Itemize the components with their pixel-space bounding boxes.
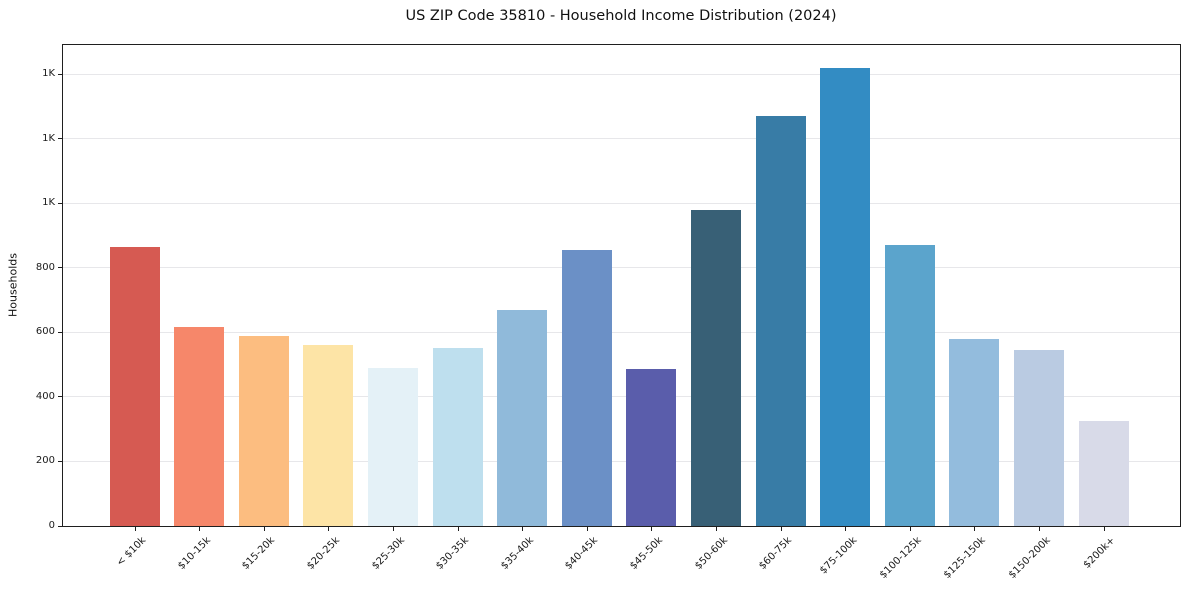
- bar-0: [109, 246, 160, 526]
- x-tick-label-text-5: $30-35k: [434, 535, 472, 572]
- x-tick-mark-10: [780, 527, 782, 531]
- y-tick-mark-1000: [58, 202, 62, 204]
- x-tick-mark-6: [522, 527, 524, 531]
- x-tick-mark-4: [392, 527, 394, 531]
- x-tick-mark-3: [328, 527, 330, 531]
- bar-5: [432, 348, 483, 526]
- x-tick-label-text-2: $15-20k: [240, 535, 278, 572]
- y-tick-mark-400: [58, 396, 62, 398]
- x-tick-mark-8: [651, 527, 653, 531]
- bar-7: [561, 250, 612, 526]
- x-tick-label-text-8: $45-50k: [628, 535, 666, 572]
- x-tick-label-text-11: $75-100k: [817, 535, 859, 577]
- y-tick-label-200: 200: [35, 455, 55, 467]
- y-tick-label-1000: 1K: [42, 197, 55, 209]
- x-tick-label-text-10: $60-75k: [757, 535, 795, 572]
- bar-3: [303, 345, 354, 526]
- x-tick-label-text-1: $10-15k: [175, 535, 213, 572]
- x-tick-mark-7: [586, 527, 588, 531]
- gridline-800-800: [63, 267, 1180, 269]
- x-tick-mark-2: [263, 527, 265, 531]
- gridline-1K-1000: [63, 202, 1180, 204]
- x-tick-label-text-0: < $10k: [114, 535, 149, 569]
- x-tick-label-text-15: $200k+: [1081, 535, 1118, 571]
- y-tick-mark-800: [58, 267, 62, 269]
- y-tick-mark-0: [58, 525, 62, 527]
- bar-4: [367, 367, 418, 526]
- y-tick-label-800: 800: [35, 261, 55, 273]
- x-tick-mark-14: [1038, 527, 1040, 531]
- gridline-200-200: [63, 460, 1180, 462]
- x-tick-label-text-12: $100-125k: [877, 535, 924, 581]
- x-tick-mark-5: [457, 527, 459, 531]
- chart-title: US ZIP Code 35810 - Household Income Dis…: [405, 8, 837, 24]
- gridline-1K-1200: [63, 138, 1180, 140]
- gridline-600-600: [63, 331, 1180, 333]
- y-tick-mark-200: [58, 460, 62, 462]
- gridline-1K-1400: [63, 73, 1180, 75]
- bar-9: [690, 209, 741, 526]
- bar-13: [949, 338, 1000, 526]
- bar-15: [1078, 421, 1129, 526]
- y-tick-label-600: 600: [35, 326, 55, 338]
- x-tick-mark-9: [715, 527, 717, 531]
- y-tick-label-400: 400: [35, 390, 55, 402]
- bar-14: [1013, 350, 1064, 526]
- bar-11: [820, 67, 871, 526]
- x-tick-label-text-4: $25-30k: [369, 535, 407, 572]
- x-tick-label-text-13: $125-150k: [942, 535, 989, 581]
- x-tick-label-text-9: $50-60k: [692, 535, 730, 572]
- x-tick-mark-1: [199, 527, 201, 531]
- bar-8: [626, 369, 677, 526]
- x-tick-label-text-6: $35-40k: [498, 535, 536, 572]
- x-tick-label-text-7: $40-45k: [563, 535, 601, 572]
- x-tick-mark-11: [845, 527, 847, 531]
- x-tick-label-text-3: $20-25k: [305, 535, 343, 572]
- bar-10: [755, 116, 806, 526]
- bar-1: [174, 327, 225, 526]
- x-tick-mark-0: [134, 527, 136, 531]
- x-tick-mark-15: [1103, 527, 1105, 531]
- plot-area: [62, 44, 1181, 527]
- x-tick-mark-12: [909, 527, 911, 531]
- y-tick-mark-1400: [58, 73, 62, 75]
- y-tick-mark-600: [58, 331, 62, 333]
- x-tick-label-text-14: $150-200k: [1006, 535, 1053, 581]
- bar-6: [497, 309, 548, 526]
- bar-2: [238, 335, 289, 526]
- gridline-400-400: [63, 396, 1180, 398]
- y-tick-label-0: 0: [48, 520, 55, 531]
- y-tick-mark-1200: [58, 138, 62, 140]
- y-tick-label-1200: 1K: [42, 132, 55, 144]
- y-tick-label-1400: 1K: [42, 68, 55, 80]
- bar-12: [884, 245, 935, 526]
- x-tick-mark-13: [974, 527, 976, 531]
